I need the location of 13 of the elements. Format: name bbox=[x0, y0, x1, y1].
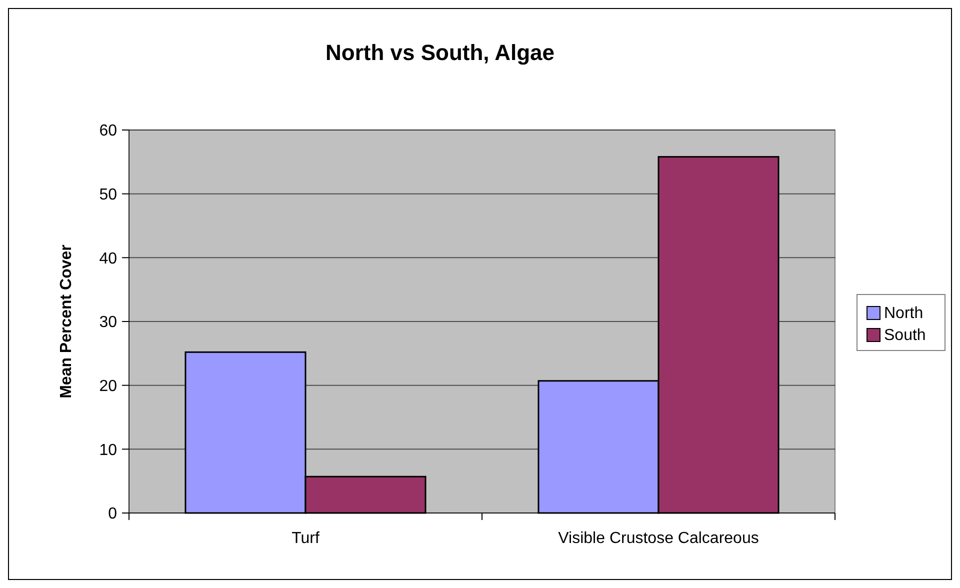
x-tick-label: Turf bbox=[292, 530, 320, 547]
chart-title: North vs South, Algae bbox=[326, 40, 554, 65]
y-axis-title: Mean Percent Cover bbox=[58, 244, 75, 398]
legend-label: South bbox=[884, 327, 926, 344]
legend-label: North bbox=[884, 305, 924, 322]
y-tick-label: 30 bbox=[99, 314, 118, 332]
y-tick-label: 20 bbox=[99, 378, 118, 395]
y-tick-label: 60 bbox=[99, 122, 118, 140]
x-tick-label: Visible Crustose Calcareous bbox=[558, 530, 759, 547]
y-tick-label: 40 bbox=[99, 250, 118, 268]
y-tick-label: 10 bbox=[99, 442, 118, 459]
y-tick-label: 50 bbox=[99, 186, 118, 204]
y-tick-label: 0 bbox=[108, 506, 118, 523]
